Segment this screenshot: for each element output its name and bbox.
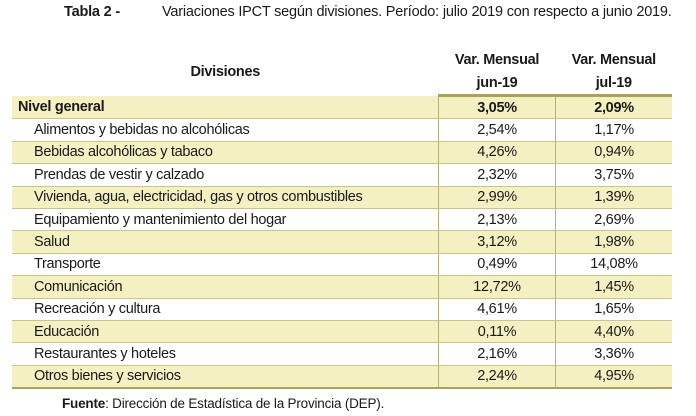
jun-value-cell: 2,32% <box>438 163 556 187</box>
caption-label: Tabla 2 - <box>64 4 120 20</box>
header-divisiones: Divisiones <box>190 63 261 80</box>
jul-value-cell: 4,40% <box>555 320 672 344</box>
jul-value-cell: 14,08% <box>555 253 672 277</box>
jun-value-cell: 2,24% <box>438 365 556 390</box>
jul-value-cell: 1,39% <box>555 186 672 209</box>
jul-value-cell: 1,45% <box>555 275 672 299</box>
division-cell: Transporte <box>12 253 439 277</box>
jun-value-cell: 4,61% <box>438 298 556 321</box>
table-row: Equipamiento y mantenimiento del hogar 2,… <box>12 208 672 232</box>
jul-value-cell: 4,95% <box>555 365 672 390</box>
ipct-table: Divisiones Var. Mensual Var. Mensual jun… <box>12 48 672 390</box>
division-cell: Alimentos y bebidas no alcohólicas <box>12 118 439 142</box>
jul-value-cell: 3,75% <box>555 163 672 187</box>
jun-value-cell: 0,49% <box>438 253 556 277</box>
jul-value-cell: 3,36% <box>555 342 672 366</box>
table-row: Recreación y cultura 4,61% 1,65% <box>12 298 672 321</box>
table-row: Nivel general 3,05% 2,09% <box>12 95 672 120</box>
table-row: Vivienda, agua, electricidad, gas y otro… <box>12 186 672 209</box>
division-cell: Bebidas alcohólicas y tabaco <box>12 141 439 165</box>
division-cell: Restaurantes y hoteles <box>12 342 439 366</box>
division-cell: Educación <box>12 320 439 344</box>
jul-value-cell: 0,94% <box>555 141 672 165</box>
source-label: Fuente <box>62 396 106 411</box>
jul-value-cell: 2,09% <box>555 95 672 120</box>
division-cell: Comunicación <box>12 275 439 299</box>
jul-value-cell: 1,17% <box>555 118 672 142</box>
division-cell: Nivel general <box>12 95 439 120</box>
table-row: Educación 0,11% 4,40% <box>12 320 672 344</box>
table-row: Comunicación 12,72% 1,45% <box>12 275 672 299</box>
table-row: Alimentos y bebidas no alcohólicas 2,54% 1… <box>12 118 672 142</box>
table-row: Otros bienes y servicios 2,24% 4,95% <box>12 365 672 390</box>
header-jun-line1: Var. Mensual <box>454 51 540 68</box>
division-cell: Otros bienes y servicios <box>12 365 439 390</box>
table-row: Transporte 0,49% 14,08% <box>12 253 672 277</box>
table-row: Prendas de vestir y calzado 2,32% 3,75% <box>12 163 672 187</box>
jun-value-cell: 2,99% <box>438 186 556 209</box>
jun-value-cell: 0,11% <box>438 320 556 344</box>
table-caption: Tabla 2 - Variaciones IPCT según division… <box>12 2 692 22</box>
jun-value-cell: 3,12% <box>438 230 556 254</box>
source-note: Fuente: Dirección de Estadística de la P… <box>62 396 384 411</box>
header-jun-line2: jun-19 <box>438 71 556 97</box>
caption-text: Variaciones IPCT según divisiones. Perío… <box>162 4 672 20</box>
jun-value-cell: 2,16% <box>438 342 556 366</box>
jun-value-cell: 4,26% <box>438 141 556 165</box>
jul-value-cell: 2,69% <box>555 208 672 232</box>
jun-value-cell: 2,13% <box>438 208 556 232</box>
header-jul-line2: jul-19 <box>555 71 672 97</box>
division-cell: Equipamiento y mantenimiento del hogar <box>12 208 439 232</box>
division-cell: Vivienda, agua, electricidad, gas y otro… <box>12 186 439 209</box>
jul-value-cell: 1,98% <box>555 230 672 254</box>
division-cell: Recreación y cultura <box>12 298 439 321</box>
table-row: Bebidas alcohólicas y tabaco 4,26% 0,94% <box>12 141 672 165</box>
header-jul-line1: Var. Mensual <box>571 51 657 68</box>
jun-value-cell: 12,72% <box>438 275 556 299</box>
table-row: Restaurantes y hoteles 2,16% 3,36% <box>12 342 672 366</box>
jul-value-cell: 1,65% <box>555 298 672 321</box>
jun-value-cell: 3,05% <box>438 95 556 120</box>
division-cell: Salud <box>12 230 439 254</box>
table-row: Salud 3,12% 1,98% <box>12 230 672 254</box>
jun-value-cell: 2,54% <box>438 118 556 142</box>
division-cell: Prendas de vestir y calzado <box>12 163 439 187</box>
source-text: : Dirección de Estadística de la Provinc… <box>105 396 385 411</box>
